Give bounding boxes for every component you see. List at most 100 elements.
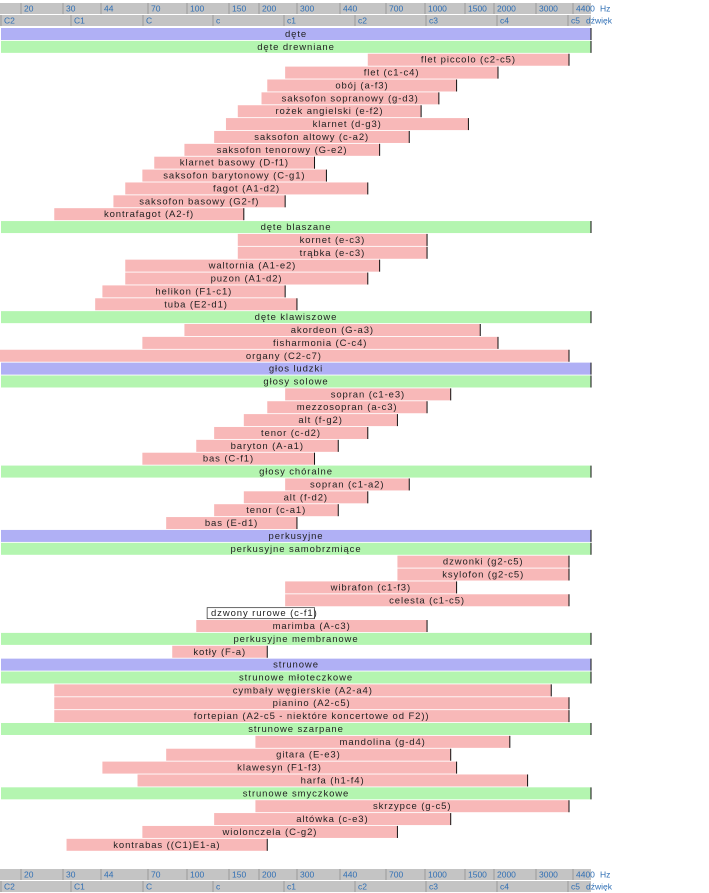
instrument-range-bar [267,79,457,92]
instrument-range-bar [237,233,428,246]
hz-axis-band-top [0,3,591,14]
category-label: perkusyjne [269,531,324,542]
instrument-range-bar [214,504,339,517]
instrument-label: flet (c1-c4) [364,68,420,79]
subcategory-band [1,542,591,555]
instrument-range-bar [102,285,286,298]
instrument-label: fagot (A1-d2) [213,183,280,194]
hz-tick-label: 2000 [497,4,516,14]
instrument-range-bar [184,143,380,156]
instrument-range-bar [214,130,410,143]
instrument-label: tuba (E2-d1) [164,299,228,310]
hz-tick-label: 1000 [428,4,447,14]
hz-tick-label: 440 [343,4,357,14]
note-unit-label: dźwięk [586,882,613,892]
instrument-range-bar [54,684,552,697]
instrument-range-bar [166,748,451,761]
instrument-label: waltornia (A1-e2) [208,261,297,272]
category-label: głosy chóralne [259,467,333,478]
instrument-label: saksofon altowy (c-a2) [254,132,369,143]
instrument-label: dzwony rurowe (c-f1) [211,608,318,619]
subcategory-band [1,221,591,234]
instrument-label: cymbały węgierskie (A2-a4) [233,685,373,696]
hz-unit-label: Hz [600,870,610,880]
instrument-label: tenor (c-a1) [246,505,306,516]
hz-tick-label: 70 [151,4,161,14]
instrument-range-bar [142,825,398,838]
instrument-label: altówka (c-e3) [296,814,368,825]
instrument-label: helikon (F1-c1) [155,286,232,297]
instrument-range-bar [285,581,457,594]
instrument-range-bar [214,426,368,439]
instrument-label: celesta (c1-c5) [389,595,465,606]
instrument-range-bar [54,208,244,221]
hz-tick-label: 440 [343,870,357,880]
instrument-label: marimba (A-c3) [273,621,351,632]
instrument-label: puzon (A1-d2) [211,274,283,285]
instrument-range-bar [237,246,428,259]
note-tick-label: c3 [429,882,438,892]
category-band [1,28,591,40]
instrument-range-bar [255,800,570,813]
instrument-range-bar [125,182,368,195]
category-label: dęte blaszane [261,222,332,233]
instrument-label: gitara (E-e3) [276,750,341,761]
subcategory-band [1,722,591,735]
category-band [1,658,591,671]
note-tick-label: c3 [429,16,438,26]
hz-tick-label: 150 [232,4,246,14]
note-tick-label: C1 [74,16,85,26]
category-label: perkusyjne membranowe [233,634,358,645]
note-tick-label: C2 [4,16,15,26]
category-label: dęte [285,29,307,40]
hz-tick-label: 700 [389,870,403,880]
instrument-range-bar [206,607,315,620]
instrument-range-bar [184,324,481,337]
subcategory-band [1,375,591,388]
note-tick-label: C1 [74,882,85,892]
instrument-range-bar [142,169,327,182]
hz-tick-label: 44 [104,4,114,14]
instrument-label: tenor (c-d2) [261,428,321,439]
hz-tick-label: 1500 [468,4,487,14]
instrument-label: saksofon tenorowy (G-e2) [217,145,348,156]
note-axis-band-bottom [0,881,591,892]
note-tick-label: c2 [358,882,367,892]
instrument-range-bar [102,761,457,774]
instrument-label: flet piccolo (c2-c5) [421,55,516,66]
note-tick-label: C2 [4,882,15,892]
hz-axis-band-bottom [0,869,591,880]
instrument-range-bar [196,439,339,452]
instrument-label: klarnet (d-g3) [313,119,382,130]
note-tick-label: C [146,16,152,26]
hz-tick-label: 3000 [539,4,558,14]
note-tick-label: c2 [358,16,367,26]
instrument-label: kotły (F-a) [193,647,246,658]
note-tick-label: c [216,882,221,892]
category-band [1,529,591,542]
instrument-label: mandolina (g-d4) [340,737,426,748]
instrument-label: harfa (h1-f4) [301,775,365,786]
hz-tick-label: 20 [24,870,34,880]
instrument-label: klarnet basowy (D-f1) [180,158,289,169]
category-label: dęte drewniane [257,42,335,53]
instrument-range-bar [285,478,410,491]
note-tick-label: c1 [287,882,296,892]
category-label: dęte klawiszowe [255,312,338,323]
instrument-label: wiolonczela (C-g2) [221,827,317,838]
hz-tick-label: 44 [104,870,114,880]
category-band [1,362,591,375]
note-tick-label: C [146,882,152,892]
subcategory-band [1,311,591,324]
instrument-range-bar [54,710,569,723]
instrument-label: kontrabas ((C1)E1-a) [113,840,220,851]
instrument-range-bar [196,620,428,633]
note-tick-label: c4 [500,16,509,26]
instrument-range-bar [125,259,380,272]
instrument-label: saksofon barytonowy (C-g1) [163,171,305,182]
hz-tick-label: 20 [24,4,34,14]
instrument-label: skrzypce (g-c5) [373,801,451,812]
instrument-label: wibrafon (c1-f3) [330,582,411,593]
subcategory-band [1,787,591,800]
instrument-range-bar [95,298,297,311]
